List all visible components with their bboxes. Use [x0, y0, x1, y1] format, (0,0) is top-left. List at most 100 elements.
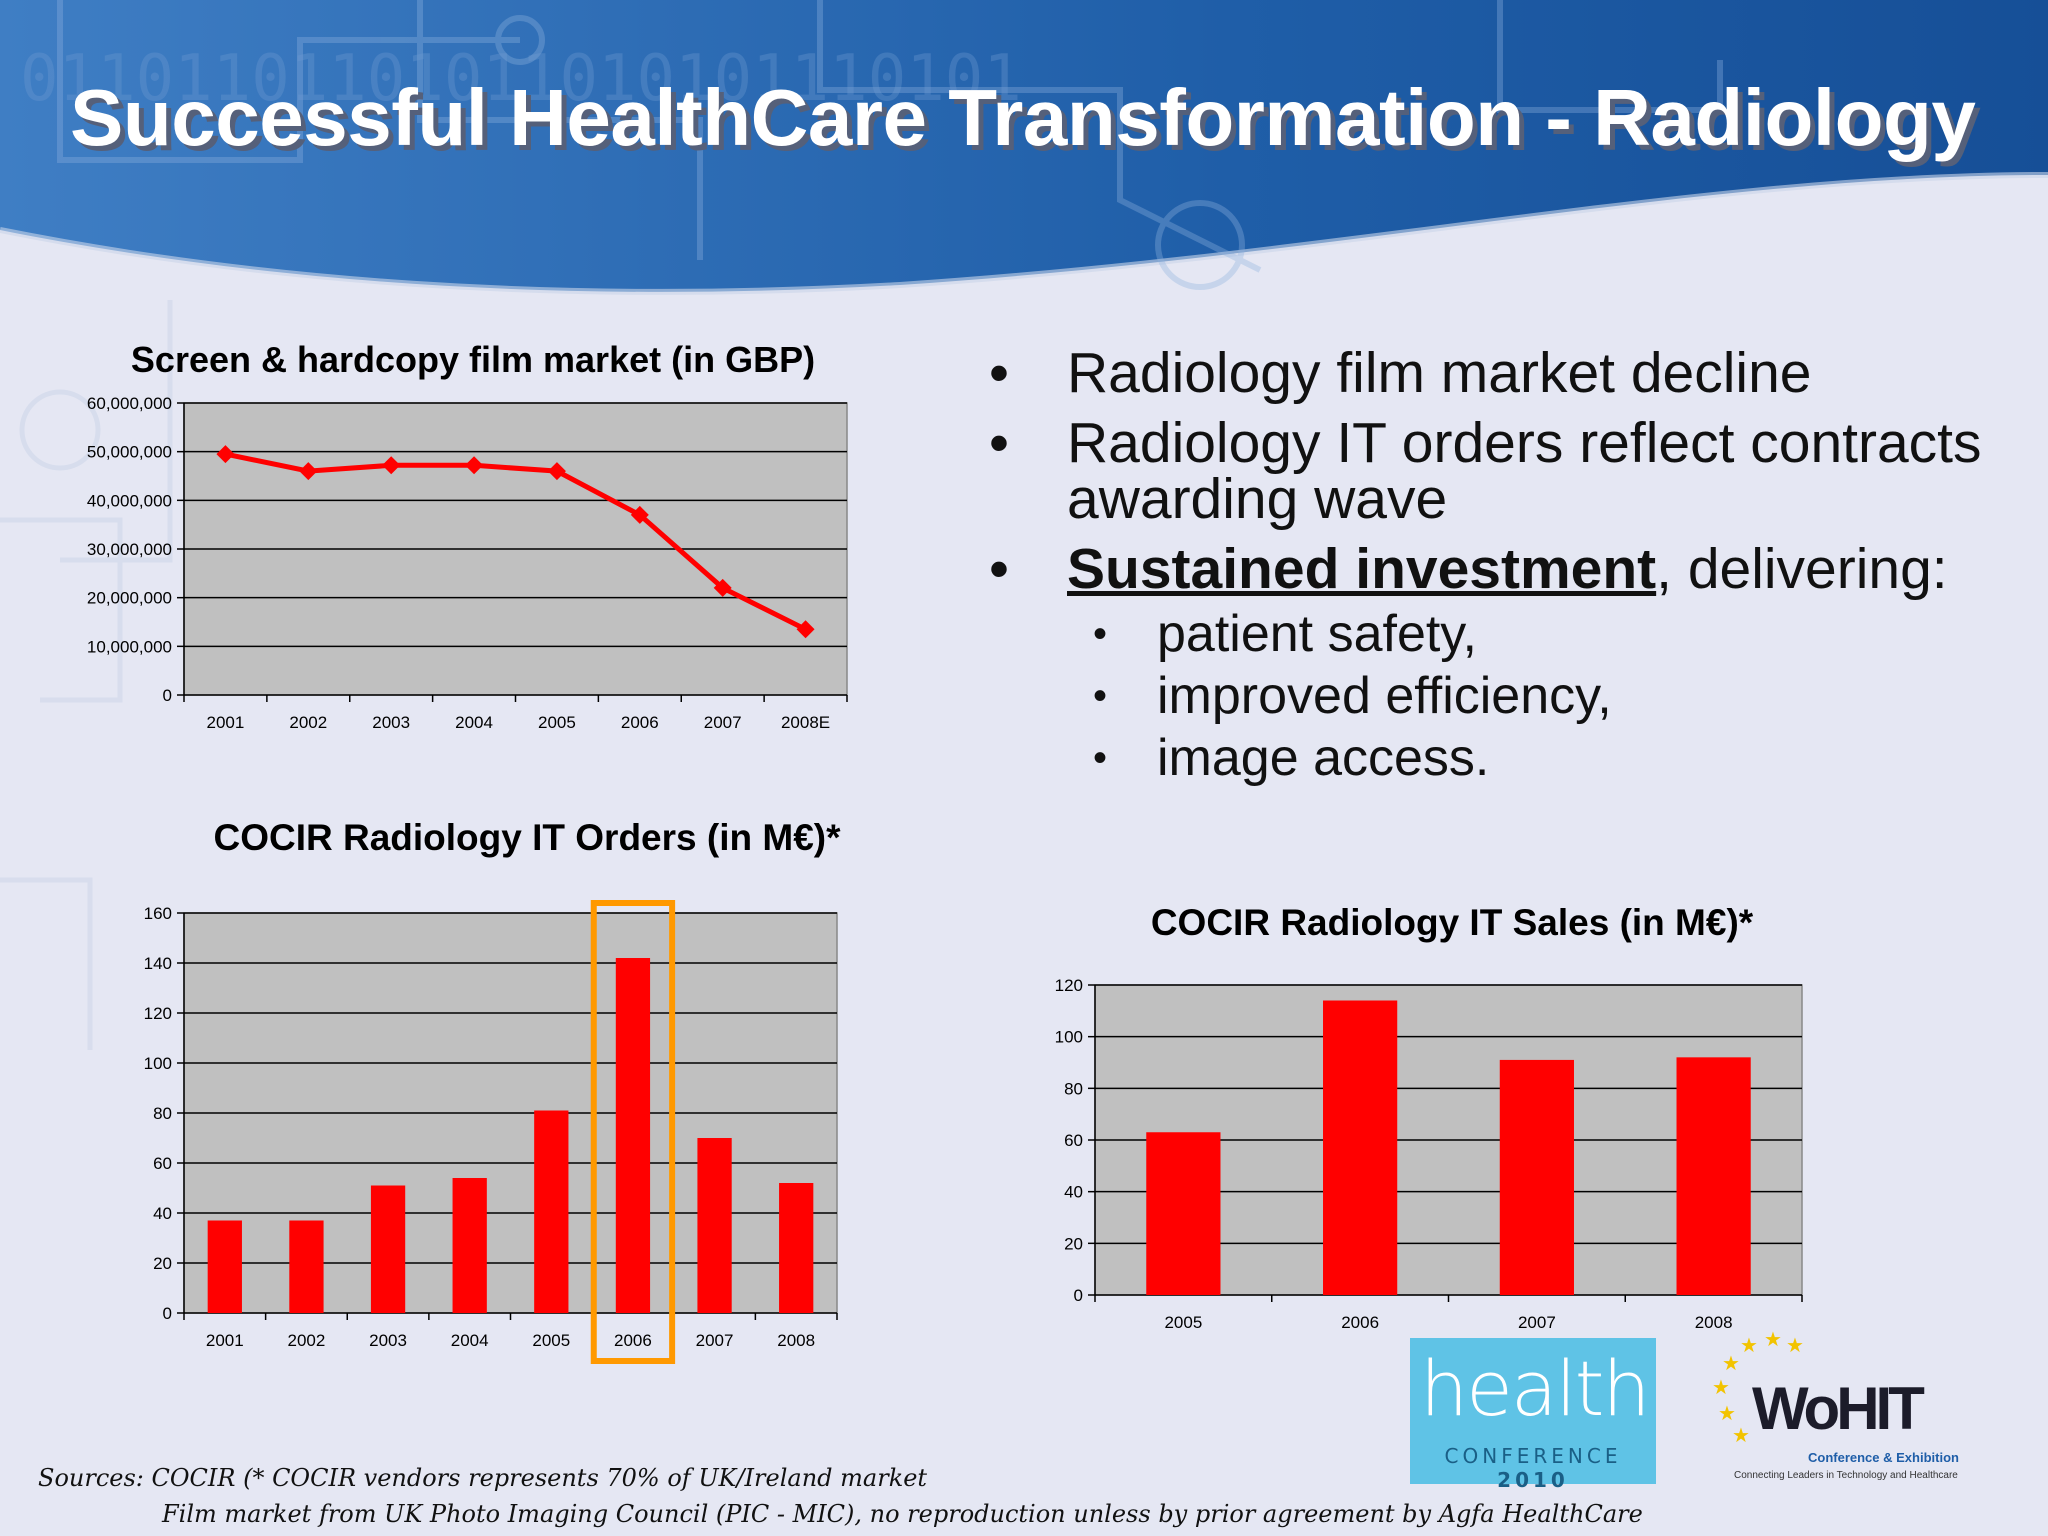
sub-bullet-image-access: • image access. [985, 727, 2035, 789]
x-tick-label: 2007 [696, 1331, 734, 1350]
y-tick-label: 60 [153, 1154, 172, 1173]
x-tick-label: 2003 [372, 713, 410, 732]
health-logo-subtitle: CONFERENCE 2010 [1410, 1444, 1656, 1492]
chart-title: COCIR Radiology IT Sales (in M€)* [1151, 902, 1754, 943]
bar [1146, 1132, 1221, 1295]
highlight-box [590, 900, 676, 1364]
y-tick-label: 0 [163, 1304, 172, 1323]
x-tick-label: 2004 [455, 713, 493, 732]
y-tick-label: 20 [153, 1254, 172, 1273]
y-tick-label: 120 [1055, 976, 1083, 995]
y-tick-label: 50,000,000 [87, 443, 172, 462]
bar [1499, 1059, 1574, 1295]
y-tick-label: 10,000,000 [87, 637, 172, 656]
sub-bullet-text: image access. [1157, 729, 1490, 787]
y-tick-label: 40 [1064, 1183, 1083, 1202]
x-tick-label: 2006 [614, 1331, 652, 1350]
svg-text:★: ★ [1722, 1351, 1740, 1375]
y-tick-label: 120 [144, 1004, 172, 1023]
data-point [299, 462, 318, 481]
wohit-logo-word: WoHIT [1752, 1375, 1925, 1442]
x-tick-label: 2005 [1164, 1313, 1202, 1332]
x-tick-label: 2005 [538, 713, 576, 732]
sources-line-1: Sources: COCIR (* COCIR vendors represen… [38, 1464, 928, 1492]
bar [1323, 1000, 1398, 1295]
svg-text:★: ★ [1732, 1423, 1750, 1447]
wohit-logo: ★ ★ ★ ★ ★ ★ ★ WoHIT Conference & Exhibition … [1700, 1330, 1970, 1490]
svg-text:★: ★ [1786, 1333, 1804, 1357]
bullet-dot-icon: • [1093, 736, 1108, 780]
x-tick-label: 2007 [1518, 1313, 1556, 1332]
eu-stars-icon: ★ ★★ ★★★ ★ [1712, 1330, 1804, 1447]
bullet-text: , delivering: [1656, 537, 1948, 601]
health-logo-conference: CONFERENCE [1444, 1444, 1622, 1468]
y-tick-label: 100 [144, 1054, 172, 1073]
data-point [216, 445, 235, 464]
y-tick-label: 80 [1064, 1079, 1083, 1098]
sub-bullet-text: patient safety, [1157, 605, 1477, 663]
y-tick-label: 100 [1055, 1028, 1083, 1047]
x-tick-label: 2002 [288, 1331, 326, 1350]
bar [779, 1183, 814, 1313]
x-tick-label: 2006 [621, 713, 659, 732]
bullet-dot-icon: • [989, 411, 1009, 475]
svg-text:★: ★ [1764, 1330, 1782, 1351]
bar [615, 958, 651, 1313]
series-line [224, 451, 807, 632]
y-tick-label: 20 [1064, 1234, 1083, 1253]
x-tick-label: 2001 [207, 713, 245, 732]
x-tick-label: 2004 [451, 1331, 489, 1350]
bar [1676, 1057, 1751, 1295]
y-tick-label: 80 [153, 1104, 172, 1123]
bullet-text: Radiology IT orders reflect contracts aw… [1067, 411, 1982, 531]
y-tick-label: 40,000,000 [87, 491, 172, 510]
data-point [465, 456, 484, 475]
health-logo-word: health [1420, 1344, 1651, 1433]
y-tick-label: 0 [163, 686, 172, 705]
y-tick-label: 140 [144, 954, 172, 973]
x-tick-label: 2008 [777, 1331, 815, 1350]
svg-text:★: ★ [1712, 1375, 1730, 1399]
x-tick-label: 2001 [206, 1331, 244, 1350]
wohit-logo-tagline: Conference & Exhibition [1808, 1450, 1959, 1465]
x-tick-label: 2006 [1341, 1313, 1379, 1332]
x-tick-label: 2007 [704, 713, 742, 732]
bar [207, 1220, 242, 1313]
x-tick-label: 2005 [532, 1331, 570, 1350]
slide-title: Successful HealthCare Transformation - R… [70, 73, 1976, 162]
bar [697, 1138, 732, 1313]
sub-bullet-text: improved efficiency, [1157, 667, 1612, 725]
bullet-film-decline: • Radiology film market decline [985, 345, 2035, 402]
bar [370, 1185, 406, 1313]
y-tick-label: 40 [153, 1204, 172, 1223]
bullet-list: • Radiology film market decline • Radiol… [985, 345, 2035, 789]
y-tick-label: 20,000,000 [87, 589, 172, 608]
data-point [382, 456, 401, 475]
data-point [713, 578, 732, 597]
sources-note: Sources: COCIR (* COCIR vendors represen… [38, 1460, 1643, 1532]
bar [534, 1110, 569, 1313]
chart-title: COCIR Radiology IT Orders (in M€)* [214, 817, 842, 858]
sources-line-2: Film market from UK Photo Imaging Counci… [162, 1500, 1643, 1528]
svg-text:★: ★ [1740, 1333, 1758, 1357]
wohit-logo-subtitle: Connecting Leaders in Technology and Hea… [1734, 1470, 1958, 1481]
bar [289, 1220, 324, 1313]
bullet-emphasis: Sustained investment [1067, 537, 1657, 601]
bullet-dot-icon: • [1093, 612, 1108, 656]
data-point [630, 505, 649, 524]
x-tick-label: 2008 [1695, 1313, 1733, 1332]
bullet-dot-icon: • [1093, 674, 1108, 718]
health-conference-logo: health CONFERENCE 2010 [1410, 1338, 1656, 1492]
y-tick-label: 0 [1074, 1286, 1083, 1305]
data-point [547, 462, 566, 481]
sub-bullet-patient-safety: • patient safety, [985, 603, 2035, 665]
y-tick-label: 30,000,000 [87, 540, 172, 559]
bullet-dot-icon: • [989, 537, 1009, 601]
y-tick-label: 60,000,000 [87, 394, 172, 413]
binary-pattern: 01101101101011010101110101 [20, 42, 1022, 116]
health-logo-year: 2010 [1497, 1468, 1569, 1492]
bar [452, 1178, 487, 1313]
y-tick-label: 160 [144, 904, 172, 923]
data-point [796, 620, 815, 639]
